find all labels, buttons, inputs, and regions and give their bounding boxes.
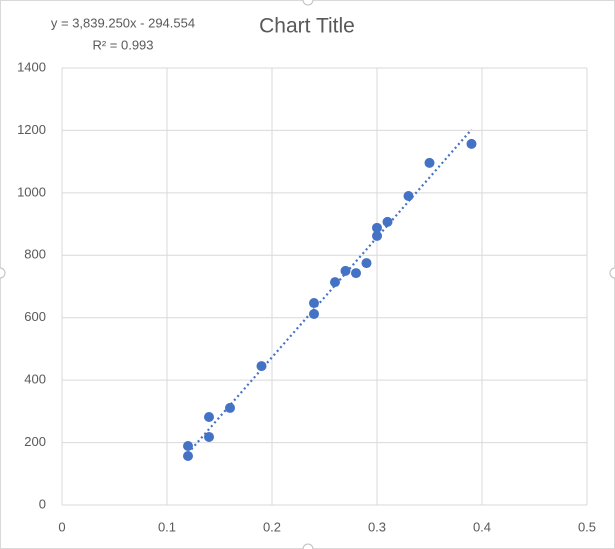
- y-tick-label: 800: [24, 247, 46, 262]
- trendline-equation: y = 3,839.250x - 294.554: [51, 15, 195, 30]
- data-point: [361, 258, 372, 269]
- y-tick-label: 600: [24, 309, 46, 324]
- x-tick-label: 0.1: [158, 519, 176, 534]
- resize-handle[interactable]: [0, 267, 6, 279]
- data-point: [372, 230, 382, 241]
- data-point: [309, 308, 319, 319]
- y-tick-label: 1400: [17, 59, 46, 74]
- data-point: [340, 265, 351, 276]
- data-point: [183, 441, 193, 452]
- data-point: [225, 402, 235, 413]
- data-point: [309, 298, 319, 309]
- data-point: [403, 190, 414, 201]
- trendline-r2: R² = 0.993: [92, 37, 153, 52]
- chart-title: Chart Title: [259, 15, 355, 38]
- y-tick-label: 400: [24, 372, 46, 387]
- y-tick-label: 0: [39, 496, 46, 511]
- data-point: [351, 268, 361, 279]
- data-point: [330, 277, 340, 288]
- resize-handle[interactable]: [302, 0, 314, 6]
- data-point: [256, 361, 267, 372]
- y-tick-label: 200: [24, 434, 46, 449]
- x-tick-label: 0.4: [473, 519, 491, 534]
- data-point: [424, 157, 435, 168]
- y-tick-label: 1200: [17, 122, 46, 137]
- data-point: [204, 431, 214, 442]
- y-tick-label: 1000: [17, 184, 46, 199]
- data-point: [372, 222, 382, 233]
- data-point: [204, 411, 214, 422]
- resize-handle[interactable]: [302, 543, 314, 549]
- data-point: [183, 450, 193, 461]
- trendline: [187, 128, 473, 454]
- data-point: [466, 138, 477, 149]
- x-tick-label: 0.5: [578, 519, 596, 534]
- x-tick-label: 0.3: [368, 519, 386, 534]
- x-tick-label: 0: [58, 519, 65, 534]
- x-tick-label: 0.2: [263, 519, 281, 534]
- data-point: [382, 216, 393, 227]
- resize-handle[interactable]: [609, 267, 615, 279]
